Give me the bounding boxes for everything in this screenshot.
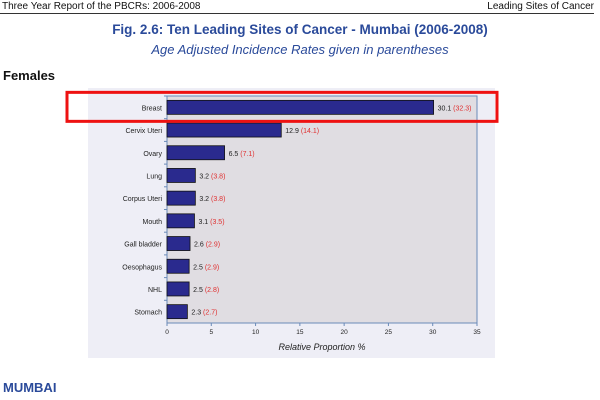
proportion-value: 2.5 xyxy=(193,287,205,294)
proportion-value: 12.9 xyxy=(285,128,301,135)
next-section-heading: MUMBAI xyxy=(3,380,57,395)
category-label: Lung xyxy=(146,173,162,180)
x-tick-label: 5 xyxy=(209,329,213,336)
bar xyxy=(166,236,191,251)
category-label: Gall bladder xyxy=(124,242,162,249)
x-tick-label: 25 xyxy=(385,329,393,336)
aar-value: (2.9) xyxy=(206,242,220,249)
section-heading: Females xyxy=(3,68,56,83)
category-label: Breast xyxy=(142,105,162,112)
figure-subtitle: Age Adjusted Incidence Rates given in pa… xyxy=(151,42,449,57)
data-label: 6.5 (7.1) xyxy=(229,151,255,158)
category-label: Ovary xyxy=(143,151,162,158)
aar-value: (32.3) xyxy=(453,105,471,112)
aar-value: (14.1) xyxy=(301,128,319,135)
bar xyxy=(166,190,196,206)
x-axis-label: Relative Proportion % xyxy=(278,342,365,352)
category-label: Corpus Uteri xyxy=(123,196,163,203)
bar xyxy=(166,145,225,161)
category-label: NHL xyxy=(148,287,162,294)
proportion-value: 2.5 xyxy=(193,264,205,271)
data-label: 2.5 (2.9) xyxy=(193,264,219,271)
category-label: Oesophagus xyxy=(122,264,162,271)
aar-value: (3.8) xyxy=(211,173,225,180)
data-label: 3.2 (3.8) xyxy=(199,196,225,203)
data-label: 12.9 (14.1) xyxy=(285,128,319,135)
aar-value: (3.8) xyxy=(211,196,225,203)
aar-value: (2.9) xyxy=(205,264,219,271)
x-tick-label: 10 xyxy=(252,329,260,336)
data-label: 2.3 (2.7) xyxy=(191,310,217,317)
bar xyxy=(166,122,282,138)
bar xyxy=(166,213,195,229)
bar xyxy=(166,258,190,274)
x-tick-label: 20 xyxy=(341,329,349,336)
category-label: Stomach xyxy=(134,310,162,317)
data-label: 3.2 (3.8) xyxy=(199,173,225,180)
category-label: Mouth xyxy=(143,219,163,226)
data-label: 2.6 (2.9) xyxy=(194,242,220,249)
aar-value: (3.5) xyxy=(210,219,224,226)
x-tick-label: 30 xyxy=(429,329,437,336)
data-label: 30.1 (32.3) xyxy=(438,105,472,112)
x-tick-label: 35 xyxy=(473,329,481,336)
proportion-value: 2.6 xyxy=(194,242,206,249)
proportion-value: 3.2 xyxy=(199,196,211,203)
figure-title: Fig. 2.6: Ten Leading Sites of Cancer - … xyxy=(112,22,488,37)
proportion-value: 30.1 xyxy=(438,105,454,112)
data-label: 3.1 (3.5) xyxy=(198,219,224,226)
x-tick-label: 0 xyxy=(165,329,169,336)
proportion-value: 3.2 xyxy=(199,173,211,180)
page-header: Three Year Report of the PBCRs: 2006-200… xyxy=(0,0,594,14)
report-title: Three Year Report of the PBCRs: 2006-200… xyxy=(2,1,201,12)
chapter-title: Leading Sites of Cancer xyxy=(487,1,594,12)
bar xyxy=(166,304,188,320)
x-tick-label: 15 xyxy=(296,329,304,336)
aar-value: (2.7) xyxy=(203,310,217,317)
aar-value: (2.8) xyxy=(205,287,219,294)
category-label: Cervix Uteri xyxy=(125,128,162,135)
proportion-value: 2.3 xyxy=(191,310,203,317)
bar xyxy=(166,168,196,183)
highlight-box xyxy=(65,90,499,123)
bar xyxy=(166,281,190,297)
bar xyxy=(166,99,435,115)
proportion-value: 6.5 xyxy=(229,151,241,158)
proportion-value: 3.1 xyxy=(198,219,210,226)
data-label: 2.5 (2.8) xyxy=(193,287,219,294)
aar-value: (7.1) xyxy=(240,151,254,158)
